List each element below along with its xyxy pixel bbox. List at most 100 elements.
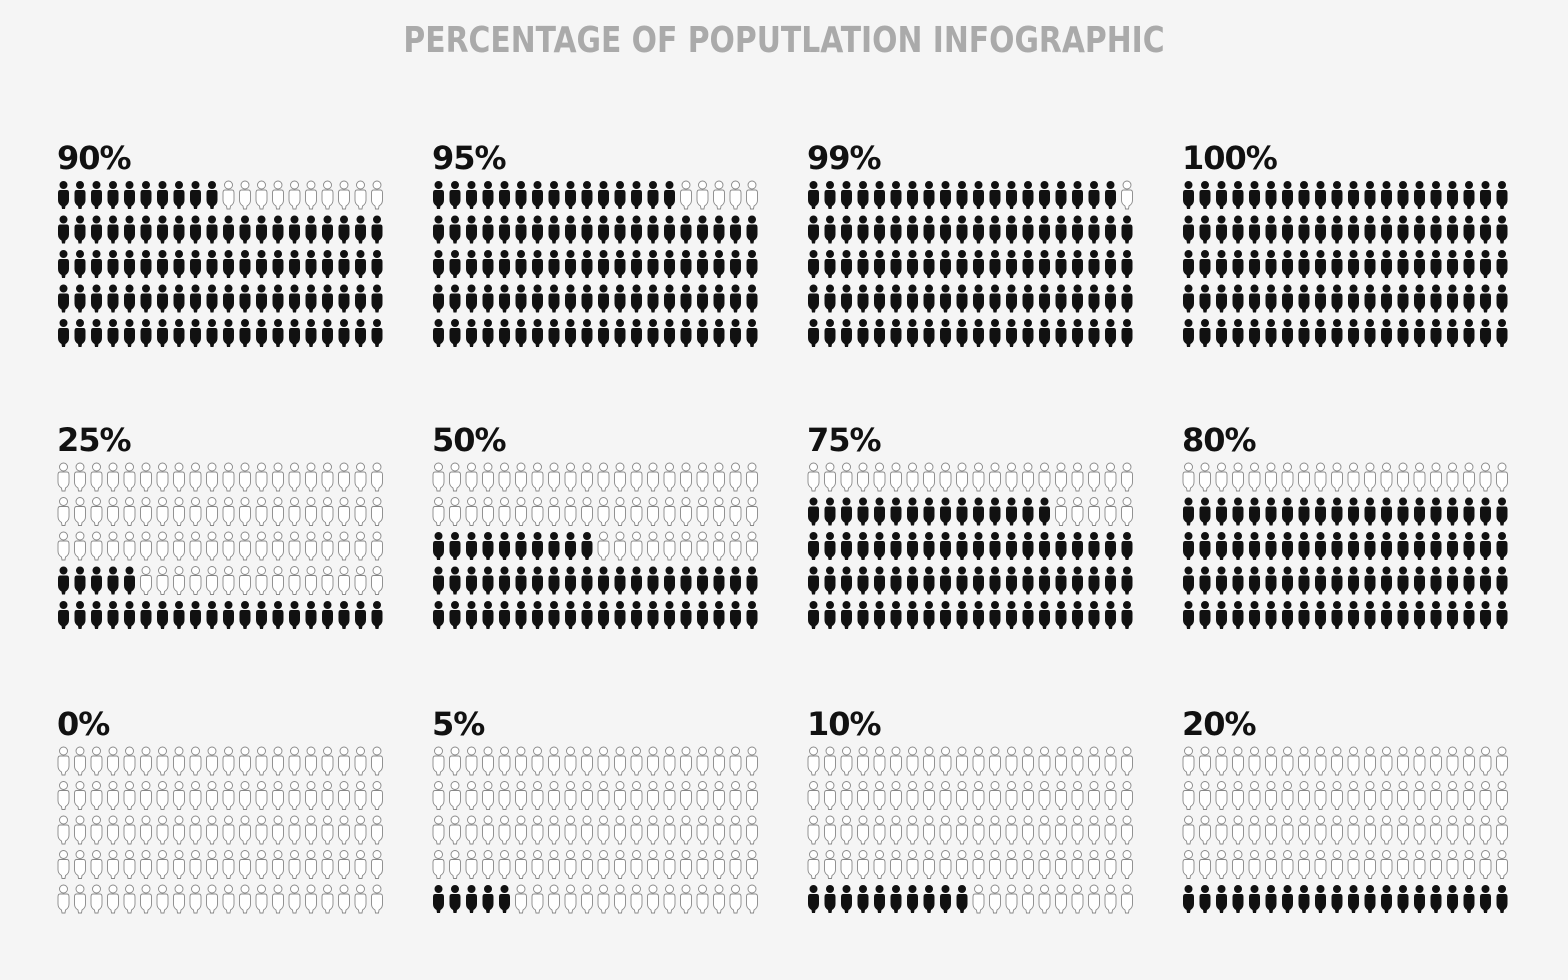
person-icon-empty [1215,815,1228,845]
person-icon-filled [124,566,135,595]
person-icon-filled [1216,181,1227,209]
person-icon-filled [565,566,576,595]
person-icon-empty [1397,850,1409,879]
person-icon-filled [1216,532,1227,560]
person-icon-filled [107,284,119,313]
person-icon-filled [923,532,935,560]
person-icon-filled [890,215,902,244]
person-icon-filled [74,215,86,244]
person-icon-empty [498,781,511,810]
person-icon-empty [123,850,136,879]
person-icon-empty [581,884,593,914]
person-icon-filled [223,284,234,313]
person-icon-filled [515,250,527,278]
person-icon-filled [239,601,251,629]
person-icon-filled [1496,284,1508,313]
person-icon-empty [239,850,251,879]
person-icon-filled [1006,601,1017,629]
person-icon-empty [1038,850,1051,879]
person-icon-empty [288,850,301,879]
person-icon-filled [433,215,444,244]
person-icon-empty [173,815,185,845]
person-icon-filled [239,215,251,244]
person-icon-filled [91,181,102,209]
person-icon-empty [222,781,235,810]
person-icon-empty [746,746,758,776]
person-icon-filled [1216,497,1227,526]
person-icon-filled [355,250,366,278]
person-icon-filled [1414,885,1425,913]
person-icon-filled [499,566,510,595]
person-icon-empty [272,850,284,879]
person-icon-filled [1430,566,1442,595]
person-icon-empty [531,781,544,810]
person-icon-filled [91,250,102,278]
person-icon-filled [1006,566,1017,595]
person-icon-empty [663,815,676,845]
person-icon-filled [631,284,642,313]
person-icon-empty [696,884,709,914]
person-icon-empty [206,462,218,492]
person-icon-empty [597,497,610,526]
person-icon-filled [1496,319,1508,347]
person-icon-filled [973,319,984,347]
person-icon-filled [713,601,725,629]
person-icon-filled [1088,250,1100,278]
person-icon-filled [1088,566,1100,595]
person-icon-empty [857,746,869,776]
person-icon-empty [156,531,169,561]
person-icon-filled [499,319,510,347]
person-icon-filled [515,181,527,209]
person-icon-filled [1265,284,1277,313]
person-icon-filled [1331,532,1343,560]
person-icon-empty [906,850,919,879]
person-icon-empty [972,781,985,810]
person-icon-empty [173,746,185,776]
person-icon-filled [1348,566,1359,595]
person-icon-filled [272,601,284,629]
person-icon-empty [614,531,626,561]
person-icon-filled [1055,250,1067,278]
person-icon-empty [255,497,268,526]
person-icon-empty [680,497,692,526]
person-icon-filled [223,601,234,629]
person-icon-filled [1430,532,1442,560]
person-icon-empty [482,497,494,526]
person-icon-filled [923,215,935,244]
person-icon-filled [305,250,317,278]
person-icon-filled [433,601,444,629]
person-icon-empty [1380,781,1393,810]
person-icon-filled [631,181,642,209]
person-icon-filled [598,284,609,313]
person-icon-filled [466,284,477,313]
person-icon-empty [57,850,70,879]
person-icon-filled [548,319,560,347]
person-icon-empty [239,566,251,595]
person-icon-filled [841,601,852,629]
person-icon-empty [482,815,494,845]
person-icon-filled [923,885,935,913]
person-icon-filled [680,566,692,595]
person-icon-filled [157,601,168,629]
person-icon-filled [1088,601,1100,629]
person-icon-filled [1006,497,1017,526]
person-icon-filled [1480,601,1491,629]
person-icon-filled [1072,566,1083,595]
person-icon-filled [1364,532,1376,560]
person-icon-empty [338,781,350,810]
person-icon-filled [1039,532,1050,560]
person-icon-filled [190,284,201,313]
person-icon-empty [515,462,527,492]
person-icon-empty [1121,781,1133,810]
person-icon-filled [973,601,984,629]
person-icon-empty [807,462,820,492]
person-icon-filled [1315,181,1326,209]
person-icon-filled [482,601,494,629]
person-icon-filled [305,601,317,629]
person-icon-filled [1331,284,1343,313]
person-icon-filled [157,250,168,278]
percentage-label: 5% [432,705,485,743]
person-icon-empty [173,462,185,492]
person-icon-filled [1397,566,1409,595]
person-icon-empty [272,815,284,845]
